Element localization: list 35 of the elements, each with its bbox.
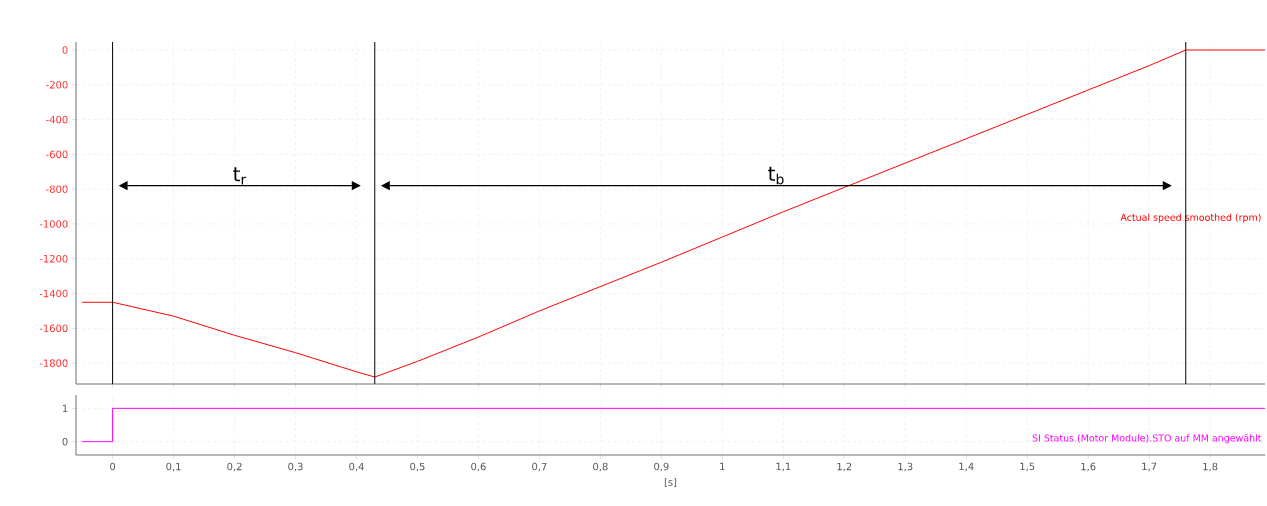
y-tick-label: -1800 — [39, 359, 68, 367]
annotation: t$_{r}$ — [233, 167, 247, 185]
x-tick-label: 1 — [720, 462, 725, 471]
x-tick-label: 0,8 — [593, 462, 608, 472]
y-tick-label: -200 — [46, 81, 68, 89]
x-tick-label: 1,5 — [1020, 462, 1035, 472]
x-tick-label: 0,7 — [532, 462, 547, 472]
y-tick-label: -600 — [46, 150, 68, 159]
y-tick-label: -1400 — [39, 289, 68, 298]
x-tick-label: 1,6 — [1081, 462, 1096, 472]
y-tick-label: 0 — [62, 46, 68, 54]
x-tick-label: 0 — [110, 462, 116, 471]
x-tick-label: 1,2 — [837, 462, 852, 472]
x-tick-label: 0,9 — [654, 462, 669, 472]
x-tick-label: 1,3 — [898, 462, 913, 472]
x-tick-label: 0,4 — [349, 462, 364, 472]
x-tick-label: 0,2 — [227, 462, 242, 472]
y-tick-label: 0 — [62, 437, 68, 446]
y-tick-label: -800 — [46, 185, 68, 193]
y-tick-label: -1000 — [39, 220, 68, 228]
x-tick-label: 0,3 — [288, 462, 303, 472]
text: SI Status (Motor Module).STO auf MM angewählt — [1032, 434, 1262, 444]
annotation: t$_{b}$ — [768, 166, 784, 185]
y-tick-label: -400 — [46, 115, 68, 124]
y-tick-label: -1200 — [39, 254, 68, 263]
x-tick-label: 0,1 — [166, 462, 181, 472]
y-tick-label: 1 — [62, 404, 68, 412]
x-axis-title: [s] — [664, 478, 677, 488]
y-tick-label: -1600 — [39, 324, 68, 333]
x-tick-label: 1,8 — [1203, 462, 1218, 472]
x-tick-label: 0,6 — [471, 462, 486, 472]
x-tick-label: 1,1 — [776, 462, 791, 472]
x-tick-label: 1,4 — [959, 462, 974, 472]
x-tick-label: 0,5 — [410, 462, 425, 472]
x-tick-label: 1,7 — [1142, 462, 1157, 472]
